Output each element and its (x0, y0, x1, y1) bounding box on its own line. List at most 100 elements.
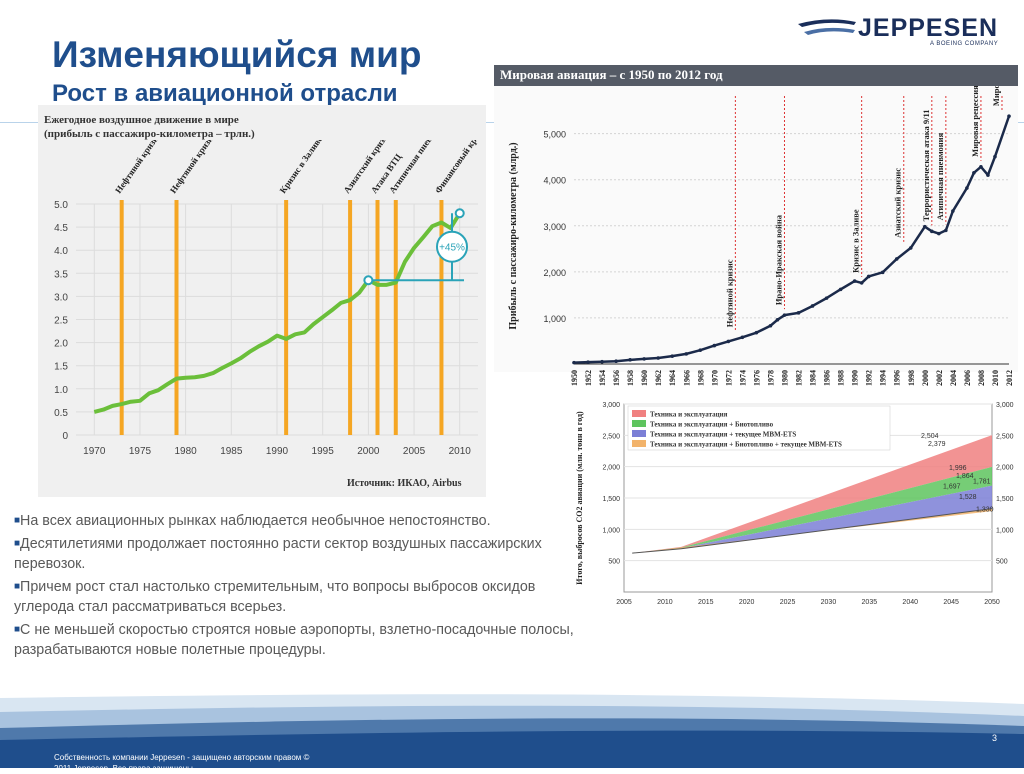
x-tick-label: 2005 (403, 446, 426, 457)
x-tick-label: 2005 (616, 599, 632, 606)
bullet-marker-icon: ■ (14, 581, 21, 592)
traffic-chart-title: Ежегодное воздушное движение в мире (44, 114, 239, 126)
legend-swatch (632, 420, 646, 427)
y-tick-label: 1,500 (602, 496, 620, 503)
data-point (628, 358, 632, 362)
x-tick-label: 1972 (724, 370, 733, 386)
data-point (775, 317, 780, 322)
y-tick-label: 5,000 (543, 130, 566, 140)
legend-label: Техника и эксплуатация + текущее MBM-ETS (650, 431, 796, 439)
jeppesen-logo-icon (798, 19, 856, 35)
x-tick-label: 2010 (449, 446, 472, 457)
growth-label: +45% (439, 243, 465, 254)
history-chart-panel (494, 65, 1018, 372)
event-label: Азиатский кризис (893, 168, 903, 238)
data-point (670, 354, 675, 358)
y-tick-label: 3,000 (543, 222, 566, 232)
traffic-chart-panel (38, 105, 486, 497)
y-tick-label: 3.5 (54, 269, 68, 280)
x-tick-label: 1962 (654, 370, 663, 386)
footer-line: 2011 Jeppesen. Все права защищены (54, 764, 193, 773)
footer-waves (0, 694, 1024, 768)
y-tick-label-right: 500 (996, 559, 1008, 566)
history-chart-titlebar (494, 65, 1018, 86)
event-label: Нефтяной кризис (113, 140, 162, 195)
data-point (979, 165, 983, 169)
data-point (923, 224, 927, 229)
bullet-marker-icon: ■ (14, 538, 21, 549)
co2-value-label: 2,379 (928, 441, 946, 448)
slide-subtitle: Рост в авиационной отрасли (52, 80, 398, 107)
co2-value-label: 1,697 (943, 484, 961, 491)
event-label: Кризис в Заливе (851, 209, 861, 273)
x-tick-label: 1990 (266, 446, 289, 457)
x-tick-label: 1988 (837, 370, 846, 386)
data-point (908, 246, 913, 250)
x-tick-label: 2012 (1005, 370, 1014, 386)
x-tick-label: 1952 (584, 370, 593, 386)
traffic-history-line (573, 115, 1011, 364)
x-tick-label: 1950 (570, 370, 579, 386)
x-tick-label: 1980 (175, 446, 198, 457)
y-tick-label: 500 (608, 559, 620, 566)
x-tick-label: 2035 (862, 599, 878, 606)
x-tick-label: 1954 (598, 370, 607, 386)
x-tick-label: 2008 (977, 370, 986, 386)
y-tick-label: 4,000 (543, 176, 566, 186)
x-tick-label: 1956 (612, 370, 621, 386)
x-tick-label: 2050 (984, 599, 1000, 606)
x-tick-label: 2010 (991, 370, 1000, 386)
data-point (684, 352, 689, 356)
y-tick-label: 2.5 (54, 316, 68, 327)
x-tick-label: 2025 (780, 599, 796, 606)
data-point (972, 171, 976, 175)
x-tick-label: 2000 (357, 446, 380, 457)
event-label: Финансовый кризис (433, 140, 486, 195)
data-point (951, 209, 955, 213)
x-tick-label: 2030 (821, 599, 837, 606)
x-tick-label: 1974 (738, 370, 747, 386)
x-tick-label: 1970 (710, 370, 719, 386)
legend-label: Техника и эксплуатация (650, 411, 728, 419)
bullet-item: ■С не меньшей скоростью строятся новые а… (14, 620, 574, 660)
y-tick-label: 3.0 (54, 292, 68, 303)
x-tick-label: 1976 (752, 370, 761, 386)
x-tick-label: 1958 (626, 370, 635, 386)
x-tick-label: 1986 (823, 370, 832, 386)
bullet-list: ■ На всех авиационных рынках наблюдается … (14, 511, 574, 663)
x-tick-label: 2002 (935, 370, 944, 386)
y-axis-title: Итого, выбросов CO2 авиации (млн. тонн в… (575, 411, 584, 585)
data-point (944, 228, 948, 233)
x-tick-label: 2004 (949, 370, 958, 386)
traffic-chart-source: Источник: ИКАО, Airbus (347, 478, 462, 489)
data-point (726, 339, 731, 344)
history-chart-title: Мировая авиация – с 1950 по 2012 год (500, 67, 723, 82)
data-point (993, 154, 997, 159)
x-tick-label: 1970 (83, 446, 106, 457)
y-tick-label: 1.5 (54, 362, 68, 373)
event-label: Нефтяной кризис (724, 259, 734, 327)
data-point (986, 173, 990, 177)
y-tick-label-right: 3,000 (996, 402, 1014, 409)
logo-subtext: A BOEING COMPANY (930, 41, 999, 47)
bullet-item: ■Причем рост стал настолько стремительны… (14, 577, 574, 617)
x-tick-label: 1978 (766, 370, 775, 386)
bullet-text: Десятилетиями продолжает постоянно расти… (14, 536, 542, 572)
y-tick-label: 2.0 (54, 339, 68, 350)
data-point (810, 304, 815, 308)
co2-value-label: 2,504 (921, 433, 939, 440)
y-tick-label: 1,000 (543, 314, 566, 324)
co2-chart: 500 500 1,000 1,000 1,500 1,500 2,000 2,000 2,50… (575, 402, 1014, 606)
data-point (859, 281, 864, 285)
x-tick-label: 2045 (943, 599, 959, 606)
event-label: Атипичная пневмония (935, 132, 945, 220)
x-tick-label: 1985 (220, 446, 243, 457)
data-point (754, 330, 759, 335)
legend-label: Техника и эксплуатация + Биотопливо + те… (650, 441, 842, 449)
traffic-chart-subtitle: (прибыль с пассажиро-километра – трлн.) (44, 128, 255, 140)
legend-swatch (632, 430, 646, 437)
data-point (656, 356, 660, 360)
co2-value-label: 1,528 (959, 494, 977, 501)
y-axis-title: Прибыль с пассажиро-километра (млрд.) (508, 142, 519, 329)
bullet-text: На всех авиационных рынках наблюдается н… (20, 513, 491, 529)
